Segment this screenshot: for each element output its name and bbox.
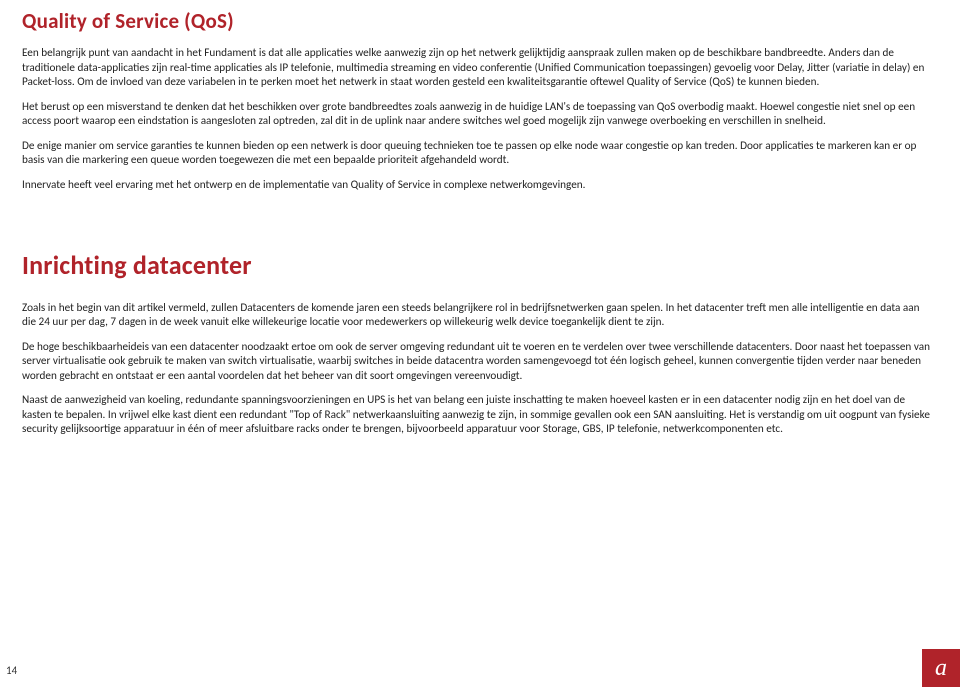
section-datacenter-title: Inrichting datacenter [22, 249, 932, 281]
datacenter-paragraph-2: De hoge beschikbaarheideis van een datac… [22, 340, 932, 384]
brand-logo-glyph: a [935, 656, 947, 680]
qos-paragraph-2: Het berust op een misverstand te denken … [22, 100, 932, 129]
datacenter-paragraph-3: Naast de aanwezigheid van koeling, redun… [22, 393, 932, 437]
qos-paragraph-1: Een belangrijk punt van aandacht in het … [22, 46, 932, 90]
qos-paragraph-4: Innervate heeft veel ervaring met het on… [22, 178, 932, 193]
section-qos-title: Quality of Service (QoS) [22, 8, 932, 34]
page-number: 14 [6, 664, 17, 677]
page-content: Quality of Service (QoS) Een belangrijk … [0, 0, 960, 437]
datacenter-paragraph-1: Zoals in het begin van dit artikel verme… [22, 301, 932, 330]
brand-logo: a [922, 649, 960, 687]
qos-paragraph-3: De enige manier om service garanties te … [22, 139, 932, 168]
